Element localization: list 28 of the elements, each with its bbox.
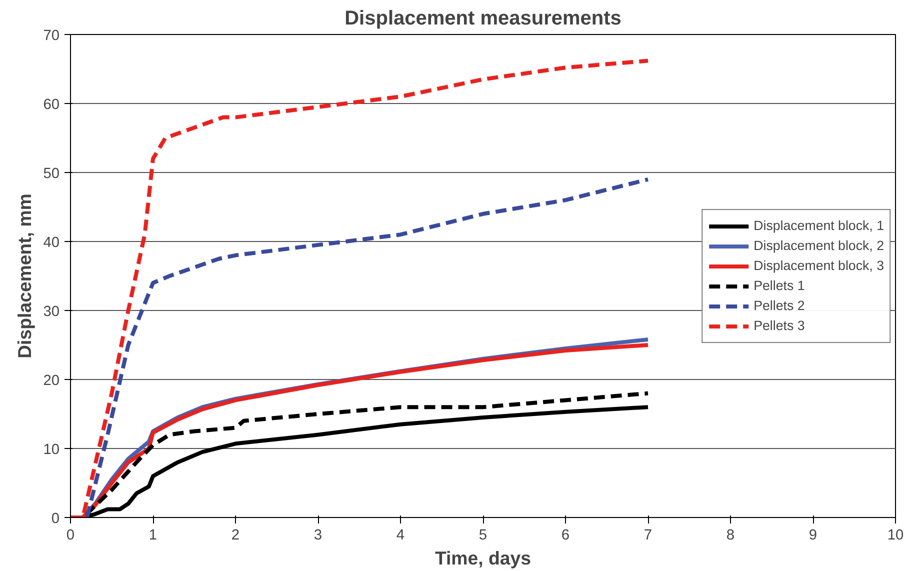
- legend-label: Displacement block, 2: [754, 238, 884, 253]
- x-tick-label: 7: [644, 528, 652, 544]
- legend-label: Pellets 1: [754, 278, 805, 293]
- x-axis-title: Time, days: [434, 548, 532, 568]
- y-tick-label: 0: [51, 511, 60, 527]
- x-tick-label: 10: [887, 528, 904, 544]
- y-tick-label: 70: [43, 28, 60, 44]
- x-tick-label: 8: [726, 528, 735, 544]
- y-tick-label: 40: [43, 235, 60, 251]
- y-tick-label: 50: [43, 166, 60, 182]
- x-tick-label: 6: [561, 528, 570, 544]
- x-tick-label: 3: [314, 528, 322, 544]
- x-tick-label: 0: [66, 528, 75, 544]
- legend-label: Displacement block, 1: [754, 218, 884, 233]
- legend-label: Pellets 2: [754, 298, 805, 313]
- chart-title: Displacement measurements: [344, 8, 622, 30]
- y-tick-label: 20: [43, 373, 60, 389]
- x-tick-label: 1: [148, 528, 158, 544]
- legend-label: Pellets 3: [754, 318, 805, 333]
- y-axis-title: Displacement, mm: [14, 194, 36, 358]
- x-tick-label: 2: [231, 528, 240, 544]
- legend-label: Displacement block, 3: [754, 258, 884, 273]
- y-tick-label: 10: [43, 442, 60, 458]
- y-tick-label: 30: [43, 304, 60, 320]
- x-tick-label: 4: [396, 528, 405, 544]
- y-tick-label: 60: [43, 97, 60, 113]
- x-tick-label: 5: [478, 528, 488, 544]
- x-tick-label: 9: [808, 528, 818, 544]
